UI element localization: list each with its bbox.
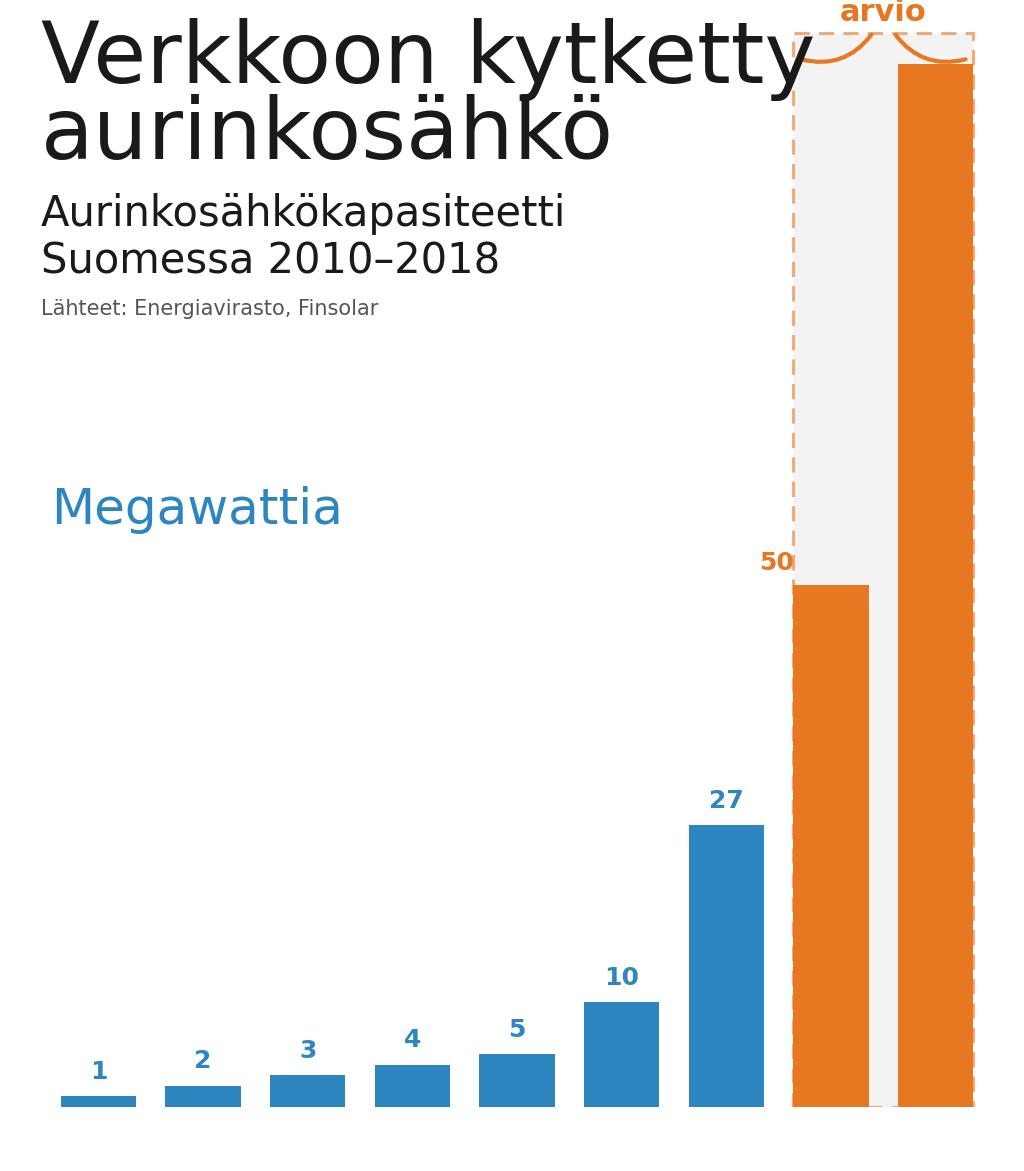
Text: Lähteet: Energiavirasto, Finsolar: Lähteet: Energiavirasto, Finsolar [41,299,378,319]
Bar [60,1096,136,1107]
Text: arvio: arvio [840,0,927,27]
Text: 2010: 2010 [68,1129,130,1149]
Text: 2015: 2015 [591,1129,652,1149]
Text: Suomessa 2010–2018: Suomessa 2010–2018 [41,240,500,282]
Text: aurinkosähkö: aurinkosähkö [41,94,614,177]
Text: 2013: 2013 [382,1129,443,1149]
Bar [689,826,764,1107]
Text: Verkkoon kytketty: Verkkoon kytketty [41,18,815,101]
Text: 2014: 2014 [486,1129,548,1149]
Text: 2012: 2012 [276,1129,339,1149]
Bar [270,1075,345,1107]
Text: 5: 5 [509,1018,525,1042]
Text: 2016: 2016 [695,1129,758,1149]
FancyBboxPatch shape [794,33,974,1107]
Bar [898,64,974,1107]
Text: 2018: 2018 [905,1129,967,1149]
Bar [166,1086,241,1107]
Text: 50: 50 [759,550,794,575]
Text: 2: 2 [195,1049,212,1074]
Text: 10: 10 [604,966,639,989]
Bar [794,586,868,1107]
Text: 27: 27 [709,788,743,813]
Bar [375,1064,451,1107]
Text: 100: 100 [904,95,956,119]
Text: 2011: 2011 [172,1129,234,1149]
Text: 2017: 2017 [800,1129,862,1149]
Text: 1: 1 [90,1060,108,1083]
Text: 4: 4 [403,1028,421,1053]
Text: 3: 3 [299,1039,316,1063]
Bar [584,1002,659,1107]
Text: Aurinkosähkökapasiteetti: Aurinkosähkökapasiteetti [41,193,566,235]
Text: Megawattia: Megawattia [51,486,343,534]
Bar [479,1054,555,1107]
